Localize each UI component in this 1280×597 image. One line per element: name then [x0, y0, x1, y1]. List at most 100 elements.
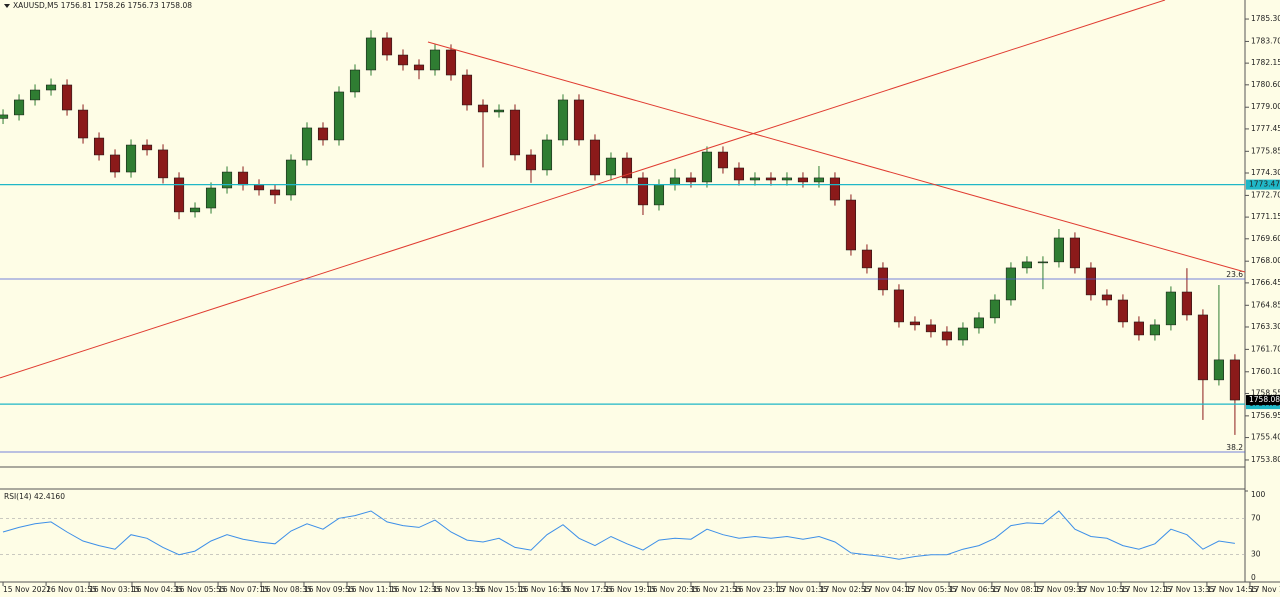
x-tick-label: 17 Nov 14:55	[1207, 585, 1258, 594]
y-tick-label: 1755.40	[1251, 433, 1280, 442]
candle-body	[909, 321, 921, 326]
collapse-icon[interactable]	[4, 4, 10, 8]
candle-body	[1117, 299, 1128, 323]
candle-body	[1165, 291, 1176, 326]
x-tick-label: 16 Nov 08:35	[261, 585, 312, 594]
x-tick-label: 16 Nov 20:35	[648, 585, 699, 594]
y-tick-label: 1785.30	[1251, 14, 1280, 23]
candle-body	[989, 299, 1000, 319]
x-tick-label: 16 Nov 23:15	[734, 585, 785, 594]
candle-body	[1101, 294, 1112, 301]
x-tick-label: 17 Nov 06:55	[949, 585, 1000, 594]
candle-body	[605, 157, 617, 176]
candle-body	[1181, 291, 1192, 316]
candle-body	[317, 127, 329, 141]
level-label: 38.2	[1226, 443, 1243, 452]
chart-title: XAUUSD,M5 1756.81 1758.26 1756.73 1758.0…	[13, 1, 192, 10]
candle-body	[589, 139, 601, 176]
x-tick-label: 17 Nov 01:35	[777, 585, 828, 594]
candle-body	[509, 109, 521, 156]
y-tick-label: 1777.45	[1251, 124, 1280, 133]
candle-body	[893, 289, 905, 323]
candle-body	[1197, 314, 1208, 381]
y-tick-label: 1758.55	[1251, 388, 1280, 397]
candle-body	[301, 127, 313, 161]
trend-line	[427, 41, 1246, 273]
candle-body	[381, 37, 393, 56]
rsi-tick-label: 30	[1251, 550, 1261, 559]
candle-body	[1069, 237, 1080, 269]
candle-body	[669, 177, 681, 186]
y-tick-label: 1768.00	[1251, 256, 1280, 265]
x-tick-label: 16 Nov 01:55	[46, 585, 97, 594]
x-tick-label: 17 Nov 13:35	[1164, 585, 1215, 594]
price-label: 1773.47	[1249, 180, 1280, 189]
candle-body	[29, 89, 41, 101]
candle-body	[1085, 267, 1096, 296]
candle-body	[349, 69, 361, 93]
x-tick-label: 17 Nov 09:35	[1035, 585, 1086, 594]
candle-body	[749, 177, 761, 181]
rsi-tick-label: 100	[1251, 490, 1266, 499]
x-tick-label: 17 Nov 12:15	[1121, 585, 1172, 594]
candle-body	[477, 104, 489, 113]
candle-body	[765, 177, 777, 181]
x-tick-label: 16 Nov 11:15	[347, 585, 398, 594]
candle-body	[1133, 321, 1144, 336]
y-tick-label: 1763.30	[1251, 322, 1280, 331]
candle-body	[557, 99, 569, 141]
candle-body	[109, 154, 121, 173]
candle-body	[925, 324, 936, 333]
x-tick-label: 17 Nov 10:55	[1078, 585, 1129, 594]
price-label-box	[1246, 179, 1280, 190]
candle-body	[1149, 324, 1160, 336]
y-tick-label: 1772.70	[1251, 190, 1280, 199]
x-tick-label: 16 Nov 09:55	[304, 585, 355, 594]
x-tick-label: 16 Nov 05:55	[175, 585, 226, 594]
y-tick-label: 1782.15	[1251, 58, 1280, 67]
x-tick-label: 16 Nov 17:55	[562, 585, 613, 594]
candle-body	[525, 154, 537, 171]
candle-body	[413, 64, 425, 71]
x-tick-label: 16 Nov 19:15	[605, 585, 656, 594]
y-tick-label: 1775.85	[1251, 146, 1280, 155]
candle-body	[973, 317, 984, 329]
y-tick-label: 1771.15	[1251, 212, 1280, 221]
x-tick-label: 15 Nov 2022	[3, 585, 51, 594]
candle-body	[733, 167, 745, 181]
rsi-tick-label: 70	[1251, 513, 1261, 522]
candle-body	[573, 99, 585, 141]
candle-body	[957, 327, 968, 341]
candle-body	[861, 249, 873, 269]
candle-body	[61, 84, 73, 111]
x-tick-label: 16 Nov 16:35	[519, 585, 570, 594]
x-tick-label: 16 Nov 15:15	[476, 585, 527, 594]
candle-body	[1005, 267, 1016, 301]
rsi-tick-label: 0	[1251, 573, 1256, 582]
trend-line	[0, 0, 1166, 379]
y-tick-label: 1779.00	[1251, 102, 1280, 111]
candle-body	[269, 189, 281, 196]
last-price-box	[1246, 395, 1280, 406]
candle-body	[333, 91, 345, 141]
candle-body	[157, 149, 169, 179]
y-tick-label: 1760.10	[1251, 367, 1280, 376]
y-tick-label: 1753.80	[1251, 455, 1280, 464]
x-tick-label: 16 Nov 21:55	[691, 585, 742, 594]
x-tick-label: 17 Nov 04:15	[863, 585, 914, 594]
candle-body	[285, 159, 297, 196]
candle-body	[621, 157, 633, 179]
candle-body	[125, 144, 137, 173]
candle-body	[253, 184, 265, 191]
candle-body	[0, 114, 9, 119]
candle-body	[365, 37, 377, 71]
y-tick-label: 1764.85	[1251, 300, 1280, 309]
y-tick-label: 1783.70	[1251, 36, 1280, 45]
candle-body	[717, 151, 729, 169]
candle-body	[653, 184, 665, 206]
candle-body	[221, 171, 233, 189]
y-tick-label: 1756.95	[1251, 411, 1280, 420]
candle-body	[701, 151, 713, 183]
y-tick-label: 1766.45	[1251, 278, 1280, 287]
